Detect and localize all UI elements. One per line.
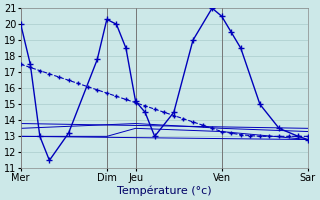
X-axis label: Température (°c): Température (°c) [117, 185, 212, 196]
